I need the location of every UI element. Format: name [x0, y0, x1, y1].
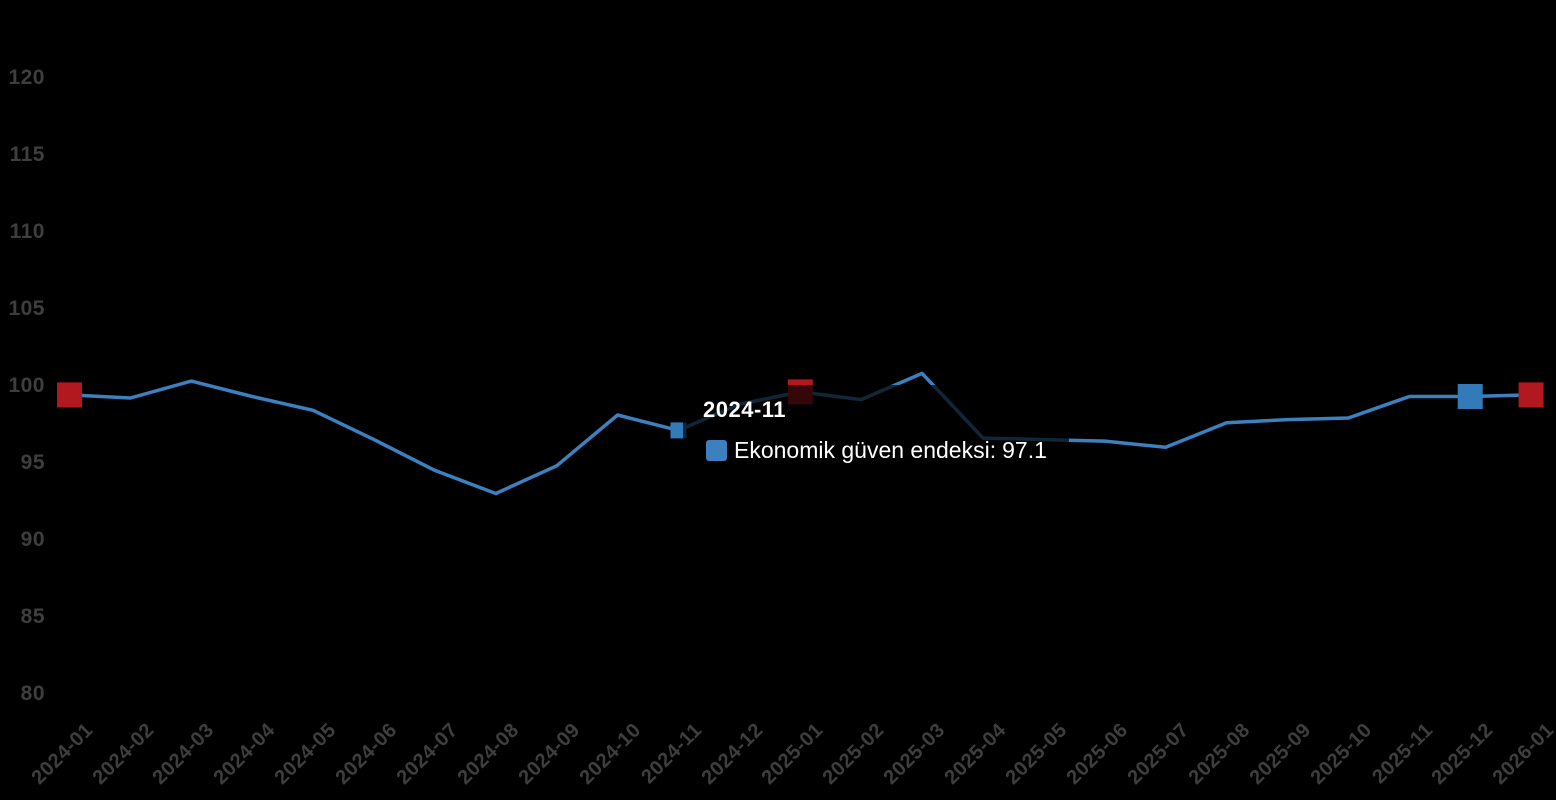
- y-axis-label-80: 80: [20, 681, 45, 705]
- data-point-marker-2025-12[interactable]: [1457, 384, 1483, 409]
- tooltip-value: 97.1: [1002, 437, 1047, 463]
- tooltip-series-label: Ekonomik güven endeksi:: [734, 437, 997, 463]
- y-axis-label-95: 95: [20, 450, 45, 474]
- tooltip-series-row: Ekonomik güven endeksi: 97.1: [703, 437, 1053, 463]
- data-point-marker-2024-11[interactable]: [670, 422, 687, 439]
- y-axis-label-120: 120: [8, 65, 45, 89]
- y-axis-label-115: 115: [9, 142, 45, 166]
- series-marker-icon: [706, 439, 727, 461]
- y-axis-label-100: 100: [8, 373, 45, 397]
- y-axis-label-110: 110: [9, 219, 45, 243]
- y-axis-label-105: 105: [8, 296, 45, 320]
- tooltip-title: 2024-11: [703, 397, 787, 422]
- data-point-marker-2026-01[interactable]: [1518, 382, 1544, 408]
- y-axis-label-90: 90: [20, 527, 45, 551]
- tooltip: 2024-11 Ekonomik güven endeksi: 97.1: [683, 385, 1069, 482]
- y-axis-label-85: 85: [20, 604, 45, 628]
- data-point-marker-2024-01[interactable]: [57, 382, 82, 408]
